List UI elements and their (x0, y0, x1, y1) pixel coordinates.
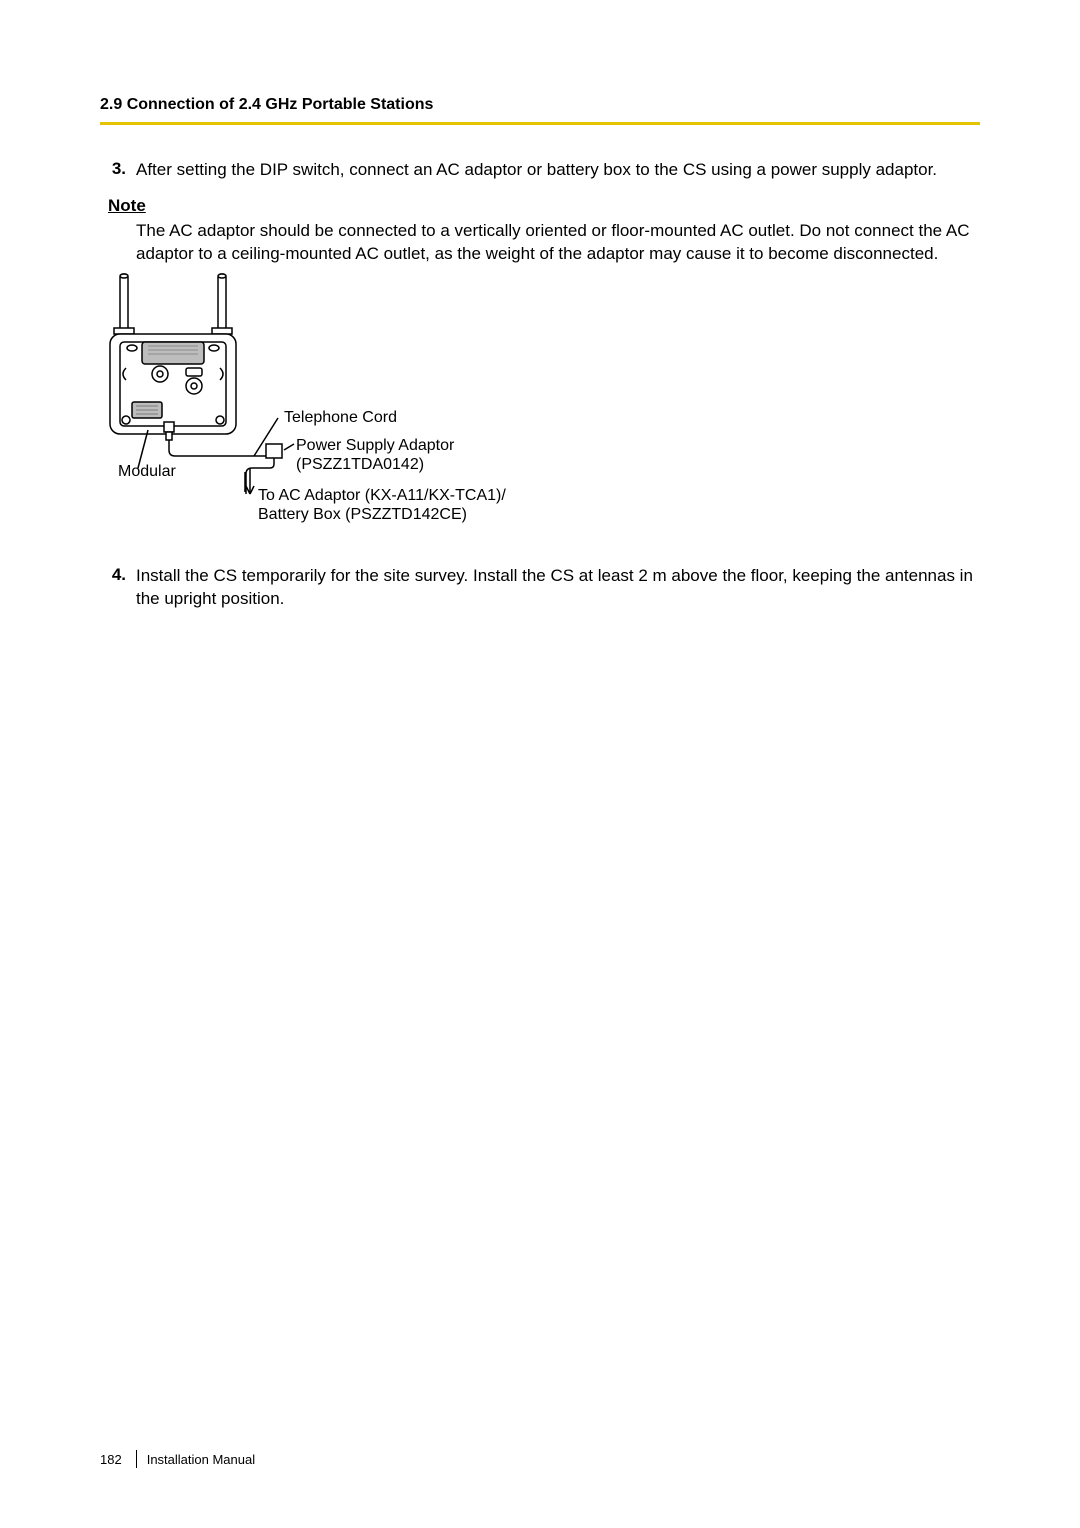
page-number: 182 (100, 1452, 132, 1467)
section-divider (100, 122, 980, 125)
doc-title: Installation Manual (147, 1452, 255, 1467)
section-title: Connection of 2.4 GHz Portable Stations (127, 96, 434, 113)
note-heading: Note (108, 196, 980, 216)
cs-connection-diagram: Telephone Cord Power Supply Adaptor (PSZ… (108, 272, 980, 547)
antenna-left (120, 274, 128, 332)
note-text: The AC adaptor should be connected to a … (136, 220, 980, 266)
label-battery-box: Battery Box (PSZZTD142CE) (258, 506, 467, 523)
telephone-cord (169, 440, 259, 456)
antenna-right (218, 274, 226, 332)
step-4: 4. Install the CS temporarily for the si… (100, 565, 980, 611)
step-number: 3. (100, 159, 136, 182)
label-psa-part: (PSZZ1TDA0142) (296, 456, 424, 473)
page-footer: 182 Installation Manual (100, 1450, 255, 1468)
step-text: After setting the DIP switch, connect an… (136, 159, 980, 182)
telephone-cord-plug (166, 432, 172, 440)
step-3: 3. After setting the DIP switch, connect… (100, 159, 980, 182)
label-to-ac-adaptor: To AC Adaptor (KX-A11/KX-TCA1)/ (258, 487, 506, 504)
step-text: Install the CS temporarily for the site … (136, 565, 980, 611)
footer-divider (136, 1450, 137, 1468)
note-block: Note The AC adaptor should be connected … (108, 196, 980, 266)
label-modular: Modular (118, 463, 176, 480)
power-supply-adaptor (266, 444, 282, 458)
diagram-svg: Telephone Cord Power Supply Adaptor (PSZ… (108, 272, 568, 542)
psa-leader (284, 444, 294, 450)
label-power-supply-adaptor: Power Supply Adaptor (296, 437, 455, 454)
section-header: 2.9 Connection of 2.4 GHz Portable Stati… (100, 96, 980, 120)
step-number: 4. (100, 565, 136, 611)
section-number: 2.9 (100, 96, 122, 113)
label-telephone-cord: Telephone Cord (284, 409, 397, 426)
